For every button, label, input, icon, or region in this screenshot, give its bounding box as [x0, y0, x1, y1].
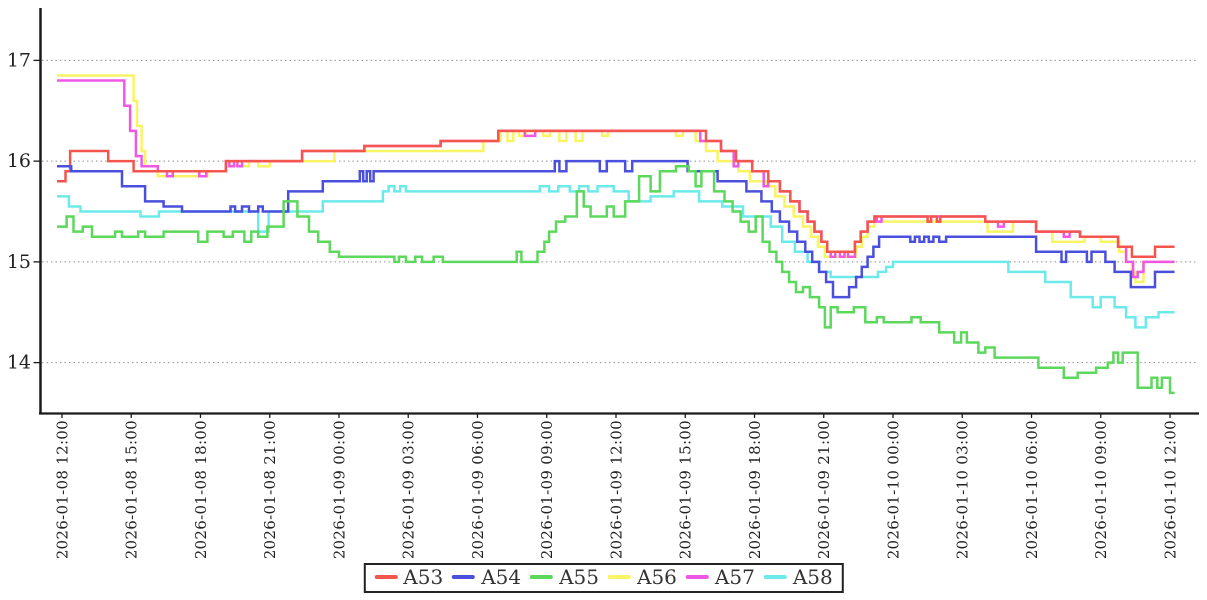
plot-area: 17 16 15 14 2026-01-08 12:00 2026-01-08 15:00… [7, 8, 1199, 558]
series-line-a53 [57, 129, 1175, 259]
series-line-a54 [57, 159, 1175, 299]
x-axis-label: 2026-01-10 03:00 [954, 420, 972, 558]
legend-label-a58: A58 [792, 565, 833, 589]
x-axis-label: 2026-01-09 09:00 [538, 420, 556, 558]
legend-swatch-a55 [530, 575, 554, 579]
x-axis-label: 2026-01-10 12:00 [1161, 420, 1179, 558]
legend-swatch-a56 [608, 575, 631, 579]
x-axis-label: 2026-01-10 00:00 [884, 420, 902, 558]
series-line-a57 [57, 79, 1175, 279]
x-axis-label: 2026-01-08 15:00 [123, 420, 141, 558]
x-axis-label: 2026-01-10 09:00 [1092, 420, 1110, 558]
y-axis-label: 17 [7, 49, 31, 71]
axes [33, 8, 1199, 418]
series-line-a55 [57, 164, 1175, 395]
legend-item-a53: A53 [374, 567, 443, 587]
y-axis-label: 14 [7, 352, 31, 374]
legend-item-a54: A54 [452, 567, 521, 587]
series-line-a56 [57, 74, 1175, 284]
x-axis-label: 2026-01-08 21:00 [261, 420, 279, 558]
legend-label-a53: A53 [403, 565, 444, 589]
legend-item-a55: A55 [530, 567, 599, 587]
x-axis-label: 2026-01-09 15:00 [677, 420, 695, 558]
legend-label-a57: A57 [714, 565, 755, 589]
series-line-a58 [57, 185, 1175, 329]
legend-item-a57: A57 [685, 565, 755, 589]
y-axis-label: 15 [7, 251, 31, 273]
x-axis-label: 2026-01-08 12:00 [54, 420, 72, 558]
legend-swatch-a58 [763, 575, 787, 579]
legend-swatch-a53 [374, 575, 398, 579]
legend-label-a56: A56 [637, 565, 677, 589]
legend: A53 A54 A55 A56 A57 A58 [363, 563, 844, 593]
x-axis-label: 2026-01-09 21:00 [815, 420, 833, 558]
legend-label-a54: A54 [481, 565, 522, 589]
x-axis-label: 2026-01-09 12:00 [607, 420, 625, 558]
legend-item-a56: A56 [608, 567, 677, 587]
x-axis-label: 2026-01-08 18:00 [192, 420, 210, 558]
axis-labels: 17 16 15 14 2026-01-08 12:00 2026-01-08 15:00… [7, 49, 1180, 558]
legend-swatch-a54 [452, 575, 476, 579]
x-axis-label: 2026-01-09 18:00 [746, 420, 764, 558]
legend-swatch-a57 [685, 575, 709, 579]
y-axis-label: 16 [7, 150, 31, 172]
x-axis-label: 2026-01-09 06:00 [469, 420, 487, 558]
x-axis-label: 2026-01-10 06:00 [1023, 420, 1041, 558]
x-axis-label: 2026-01-09 03:00 [400, 420, 418, 558]
legend-label-a55: A55 [559, 565, 599, 589]
x-axis-label: 2026-01-09 00:00 [330, 420, 348, 558]
series-lines [57, 74, 1175, 395]
legend-item-a58: A58 [763, 565, 833, 589]
